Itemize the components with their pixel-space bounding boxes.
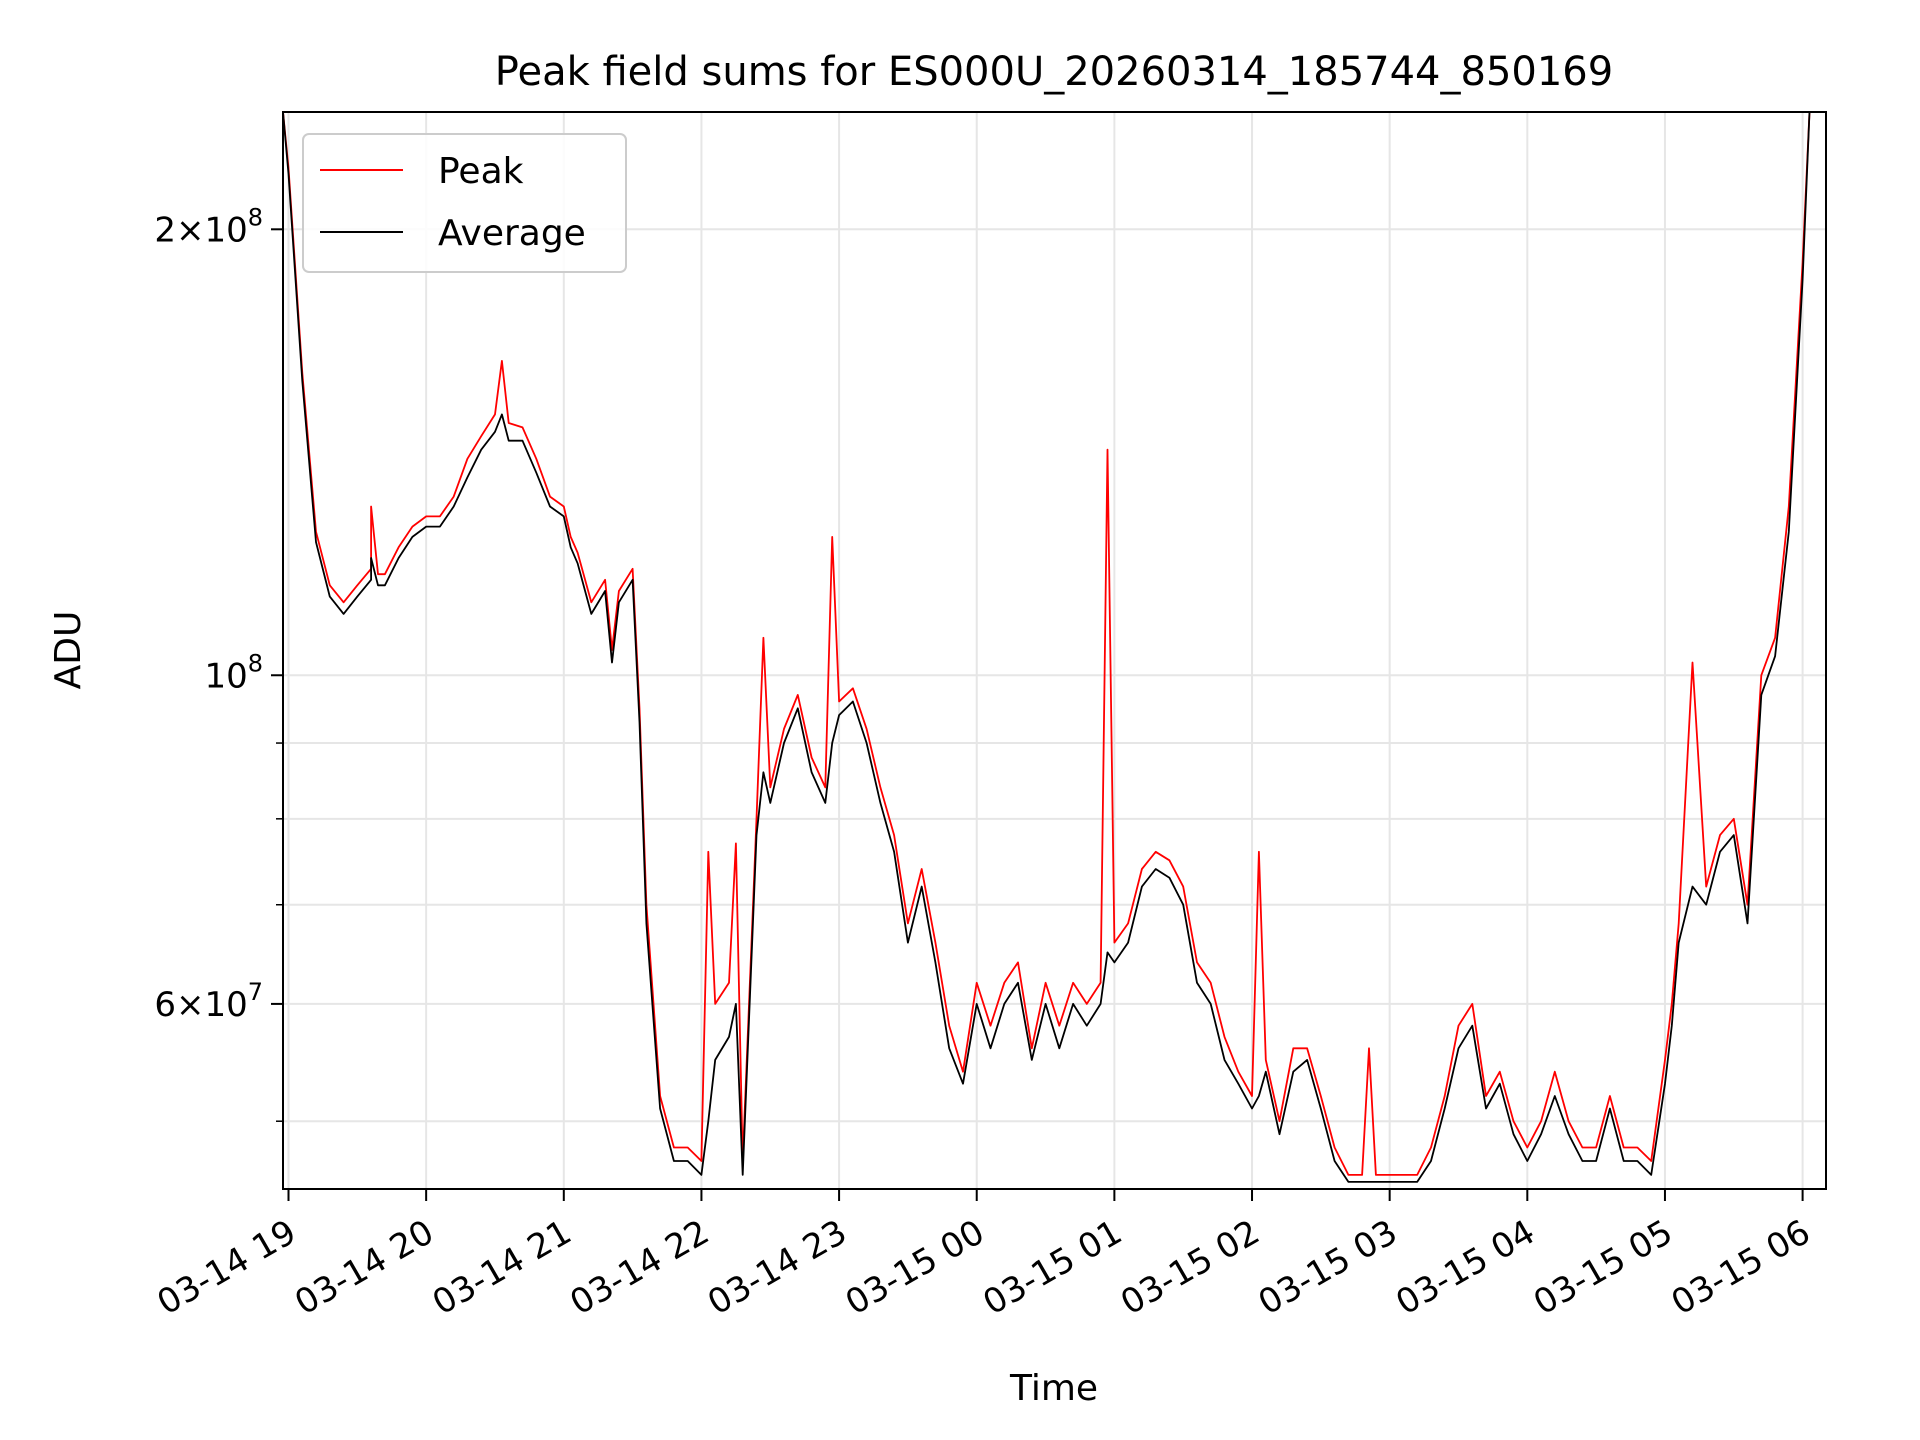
legend-box: [302, 133, 627, 273]
legend: Peak Average: [302, 133, 627, 273]
legend-label-peak: Peak: [438, 151, 524, 192]
series-line-average: [283, 112, 1811, 1183]
series-line-peak: [283, 112, 1811, 1176]
y-tick-label: 2×108: [154, 203, 263, 250]
y-tick-label: 6×107: [154, 978, 263, 1025]
x-axis-label: Time: [1009, 1368, 1098, 1409]
grid-layer: [283, 112, 1826, 1189]
legend-label-average: Average: [438, 213, 586, 254]
series-layer: [283, 112, 1811, 1183]
chart-title: Peak field sums for ES000U_20260314_1857…: [495, 49, 1613, 95]
plot-frame: [282, 111, 1827, 1190]
y-axis-label: ADU: [48, 611, 89, 690]
